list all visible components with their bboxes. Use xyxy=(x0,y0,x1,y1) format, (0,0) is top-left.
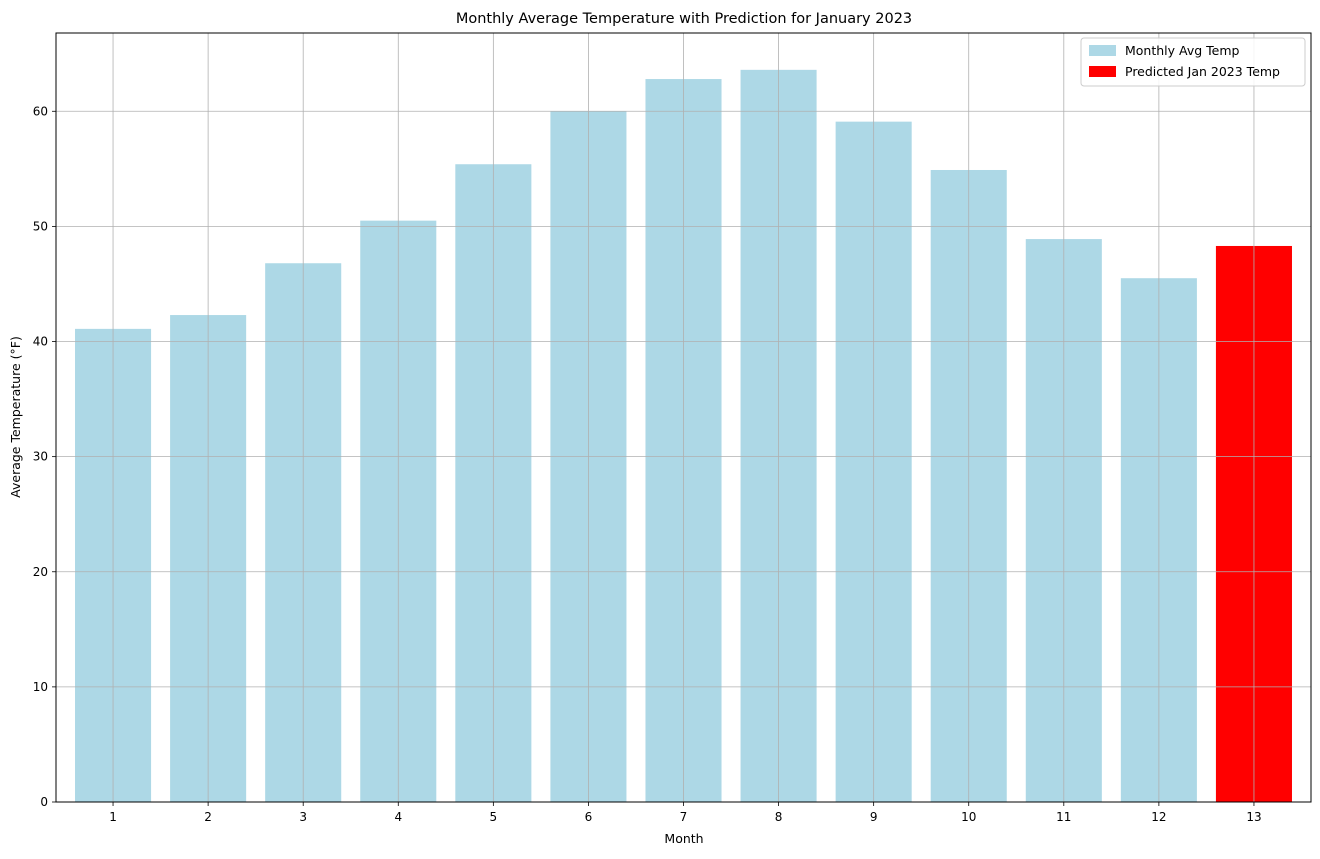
x-tick-label: 5 xyxy=(490,810,498,824)
x-tick-label: 1 xyxy=(109,810,117,824)
y-tick-label: 20 xyxy=(33,565,48,579)
x-axis-ticks: 1 2 3 4 5 6 7 8 9 10 11 12 13 xyxy=(109,802,1262,824)
y-axis-ticks: 0 10 20 30 40 50 60 xyxy=(33,104,56,809)
x-tick-label: 7 xyxy=(680,810,688,824)
x-tick-label: 6 xyxy=(585,810,593,824)
chart-title: Monthly Average Temperature with Predict… xyxy=(456,11,912,27)
y-axis-label: Average Temperature (°F) xyxy=(8,336,23,498)
x-tick-label: 11 xyxy=(1056,810,1071,824)
y-tick-label: 40 xyxy=(33,335,48,349)
x-tick-label: 9 xyxy=(870,810,878,824)
y-tick-label: 50 xyxy=(33,219,48,233)
legend-swatch-predicted xyxy=(1089,66,1116,77)
legend-swatch-monthly-avg xyxy=(1089,45,1116,56)
legend-box xyxy=(1080,37,1306,87)
y-tick-label: 30 xyxy=(33,450,48,464)
x-tick-label: 12 xyxy=(1151,810,1166,824)
x-tick-label: 8 xyxy=(775,810,783,824)
x-tick-label: 10 xyxy=(961,810,976,824)
x-tick-label: 13 xyxy=(1246,810,1261,824)
legend: Monthly Avg Temp Predicted Jan 2023 Temp xyxy=(1080,37,1306,87)
x-tick-label: 3 xyxy=(299,810,307,824)
legend-label: Predicted Jan 2023 Temp xyxy=(1125,64,1280,79)
x-axis-label: Month xyxy=(664,831,703,846)
legend-label: Monthly Avg Temp xyxy=(1125,43,1240,58)
y-tick-label: 0 xyxy=(40,795,48,809)
x-tick-label: 4 xyxy=(394,810,402,824)
x-tick-label: 2 xyxy=(204,810,212,824)
y-tick-label: 10 xyxy=(33,680,48,694)
y-tick-label: 60 xyxy=(33,104,48,118)
